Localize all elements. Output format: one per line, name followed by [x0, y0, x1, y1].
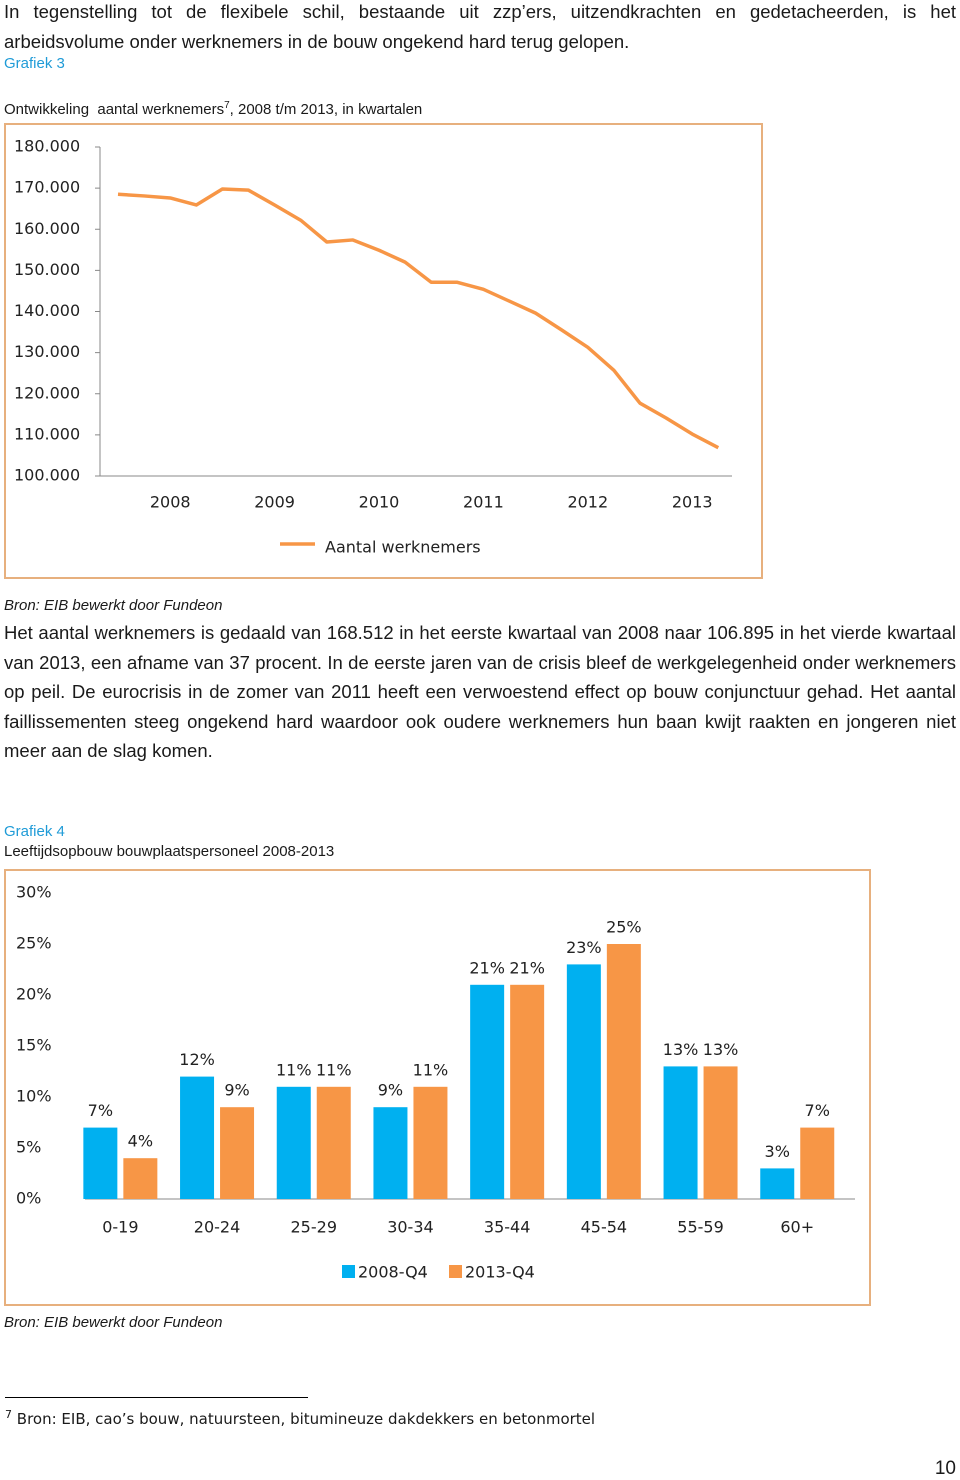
y-tick-label: 25% [16, 934, 52, 953]
value-label: 21% [469, 958, 505, 977]
legend-label: 2008-Q4 [358, 1263, 428, 1282]
footnote-number: 7 [5, 1408, 12, 1421]
line [117, 187, 720, 450]
y-tick-label: 110.000 [14, 424, 80, 443]
y-tick-label: 120.000 [14, 383, 80, 402]
source: Bron: EIB bewerkt door Fundeon [4, 597, 223, 614]
chart-label: Grafiek 3 [4, 55, 65, 72]
bar [760, 1168, 795, 1199]
bar [123, 1158, 158, 1199]
value-label: 3% [765, 1142, 790, 1161]
bar [703, 1066, 738, 1199]
footnote-rule [5, 1397, 308, 1398]
bar [316, 1086, 351, 1199]
x-tick-label: 55-59 [677, 1218, 724, 1237]
bar [373, 1107, 408, 1199]
source: Bron: EIB bewerkt door Fundeon [4, 1314, 223, 1331]
footnote-ref: 7 [224, 100, 230, 111]
line-chart: 100.000 110.000 120.000 130.000 140.000 150.0… [4, 123, 763, 579]
legend-swatch [342, 1265, 355, 1278]
y-tick-label: 5% [16, 1138, 41, 1157]
bar [510, 984, 545, 1199]
x-tick-label: 0-19 [102, 1218, 138, 1237]
bar-chart: 0% 5% 10% 15% 20% 25% 30% 0-19 20-24 25-29 30-34 35… [4, 869, 871, 1306]
x-tick-label: 2009 [254, 493, 295, 512]
y-tick-label: 170.000 [14, 178, 80, 197]
y-tick-label: 150.000 [14, 260, 80, 279]
title: Ontwikkeling aantal werknemers [4, 101, 225, 118]
page-number: 10 [934, 1458, 956, 1479]
value-label: 11% [413, 1060, 449, 1079]
x-tick-label: 60+ [780, 1218, 814, 1237]
x-tick-label: 25-29 [291, 1218, 338, 1237]
x-tick-label: 20-24 [194, 1218, 241, 1237]
x-tick-label: 45-54 [581, 1218, 628, 1237]
bar [663, 1066, 698, 1199]
value-label: 7% [88, 1101, 113, 1120]
y-tick-label: 15% [16, 1036, 52, 1055]
bar [83, 1127, 118, 1199]
bar [800, 1127, 835, 1199]
value-label: 11% [316, 1060, 352, 1079]
y-tick-label: 130.000 [14, 342, 80, 361]
value-label: 13% [703, 1040, 739, 1059]
y-tick-label: 0% [16, 1189, 41, 1208]
y-tick-label: 160.000 [14, 219, 80, 238]
bar [220, 1107, 255, 1199]
y-tick-label: 10% [16, 1087, 52, 1106]
x-tick-label: 2010 [359, 493, 400, 512]
x-tick-label: 2012 [567, 493, 608, 512]
legend-label: 2013-Q4 [465, 1263, 535, 1282]
value-label: 13% [663, 1040, 699, 1059]
chart-title: Ontwikkeling aantal werknemers7, 2008 t/… [4, 100, 422, 118]
x-tick-label: 2011 [463, 493, 504, 512]
intro: In tegenstelling tot de flexibele schil,… [4, 1, 956, 52]
x-tick-label: 35-44 [484, 1218, 531, 1237]
legend-label: Aantal werknemers [325, 538, 481, 557]
chart-border [4, 123, 763, 579]
footnote: 7 Bron: EIB, cao’s bouw, natuursteen, bi… [5, 1408, 595, 1428]
value-label: 25% [606, 918, 642, 937]
bar [566, 964, 601, 1199]
y-tick-label: 180.000 [14, 137, 80, 156]
chart-border [4, 869, 871, 1306]
value-label: 7% [805, 1101, 830, 1120]
x-tick-label: 30-34 [387, 1218, 434, 1237]
bar [606, 944, 641, 1199]
value-label: 4% [128, 1132, 153, 1151]
y-tick-label: 30% [16, 883, 52, 902]
y-tick-label: 100.000 [14, 466, 80, 485]
value-label: 23% [566, 938, 602, 957]
x-tick-label: 2013 [672, 493, 713, 512]
value-label: 21% [509, 958, 545, 977]
body: Het aantal werknemers is gedaald van 168… [4, 622, 956, 761]
x-tick-label: 2008 [150, 493, 191, 512]
value-label: 12% [179, 1050, 215, 1069]
y-tick-label: 20% [16, 985, 52, 1004]
value-label: 9% [378, 1081, 403, 1100]
bar [470, 984, 505, 1199]
bar [276, 1086, 311, 1199]
legend-swatch [449, 1265, 462, 1278]
value-label: 11% [276, 1060, 312, 1079]
bar [413, 1086, 448, 1199]
chart-label: Grafiek 4 [4, 823, 65, 840]
bar [180, 1076, 215, 1199]
y-tick-label: 140.000 [14, 301, 80, 320]
chart-title: Leeftijdsopbouw bouwplaatspersoneel 2008… [4, 843, 335, 860]
title-cont: , 2008 t/m 2013, in kwartalen [229, 101, 423, 118]
value-label: 9% [224, 1081, 249, 1100]
footnote-text: Bron: EIB, cao’s bouw, natuursteen, bitu… [16, 1410, 596, 1428]
